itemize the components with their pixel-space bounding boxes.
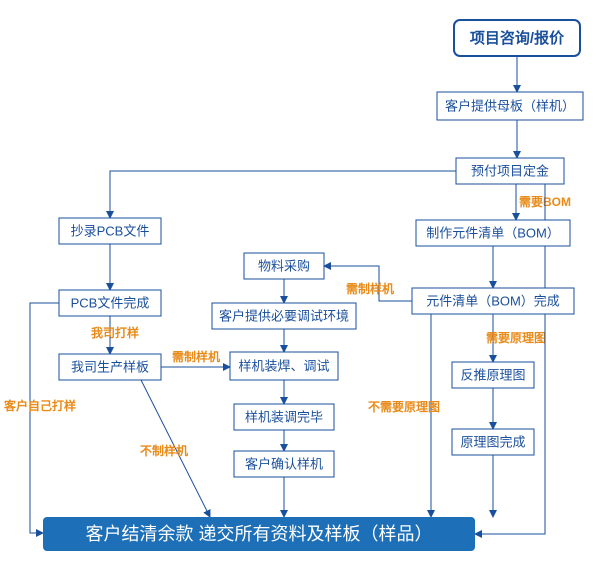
- node-label: 预付项目定金: [471, 163, 549, 178]
- edge-label: 不制样机: [140, 443, 188, 458]
- node-label: 客户确认样机: [245, 456, 323, 471]
- node-label: 项目咨询/报价: [470, 29, 565, 47]
- edge-label: 不需要原理图: [368, 399, 440, 414]
- node-label: 反推原理图: [460, 367, 525, 382]
- node-label: 抄录PCB文件: [71, 223, 150, 238]
- edge-label: 需制样机: [346, 281, 394, 296]
- node-label: 制作元件清单（BOM）: [426, 225, 560, 240]
- node-label: 我司生产样板: [71, 359, 149, 374]
- edge: [30, 303, 59, 533]
- node-label: 物料采购: [258, 258, 310, 273]
- node-label: 样机装调完毕: [245, 409, 323, 424]
- edge-label: 客户自己打样: [3, 398, 76, 413]
- node-label: 客户提供必要调试环境: [219, 308, 349, 323]
- edge-label: 需要原理图: [486, 330, 546, 345]
- edge: [110, 171, 456, 218]
- node-label: PCB文件完成: [71, 295, 150, 310]
- node-label: 客户结清余款 递交所有资料及样板（样品）: [86, 524, 433, 544]
- node-label: 元件清单（BOM）完成: [426, 293, 560, 308]
- edge-label: 需制样机: [172, 349, 220, 364]
- flowchart-canvas: 我司打样需要BOM需要原理图需制样机需制样机不需要原理图不制样机客户自己打样 项…: [0, 0, 600, 563]
- node-label: 样机装焊、调试: [238, 358, 329, 373]
- node-label: 原理图完成: [460, 434, 525, 449]
- node-label: 客户提供母板（样机）: [445, 98, 575, 113]
- edge-label: 我司打样: [91, 325, 139, 340]
